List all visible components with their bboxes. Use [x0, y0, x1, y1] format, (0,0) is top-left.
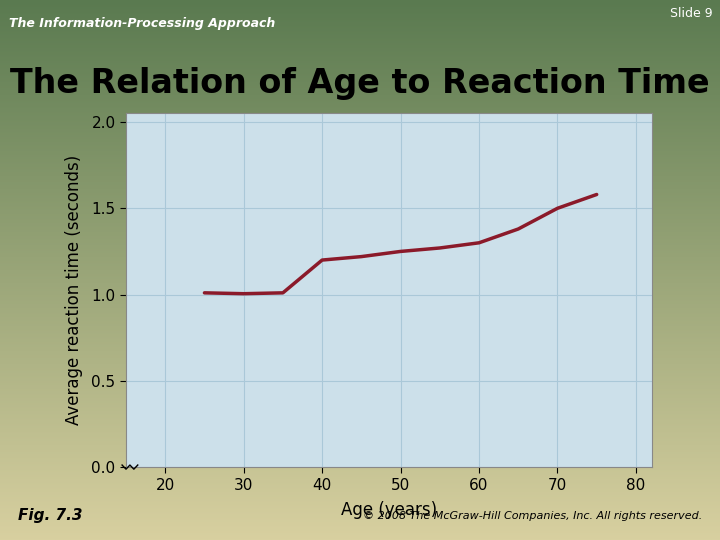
- Text: Fig. 7.3: Fig. 7.3: [18, 508, 83, 523]
- Text: The Relation of Age to Reaction Time: The Relation of Age to Reaction Time: [10, 67, 710, 100]
- Y-axis label: Average reaction time (seconds): Average reaction time (seconds): [65, 155, 83, 426]
- X-axis label: Age (years): Age (years): [341, 501, 437, 519]
- Text: The Information-Processing Approach: The Information-Processing Approach: [9, 17, 275, 30]
- Text: Slide 9: Slide 9: [670, 8, 713, 21]
- Text: © 2008 The McGraw-Hill Companies, Inc. All rights reserved.: © 2008 The McGraw-Hill Companies, Inc. A…: [363, 511, 702, 521]
